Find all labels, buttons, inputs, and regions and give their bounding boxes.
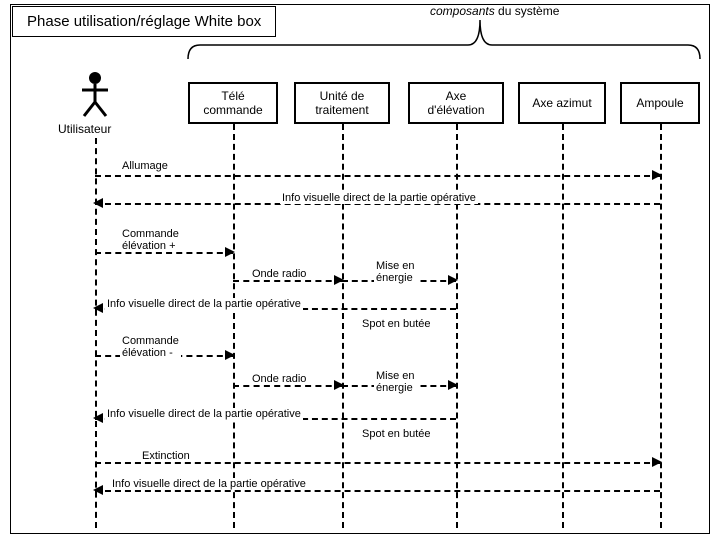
msg-label-cmd_elev_m: Commande élévation - [120,335,181,359]
participant-tele: Télé commande [188,82,278,124]
arrowhead-info1 [93,198,103,208]
participant-label: Axe d'élévation [428,89,485,118]
participant-unite: Unité de traitement [294,82,390,124]
msg-label-extinct: Extinction [140,450,192,462]
msg-line-onde1 [233,280,342,282]
subtitle-plain: du système [495,4,560,18]
lifeline-actor [95,138,97,528]
arrowhead-info4 [93,485,103,495]
msg-label-mise2: Mise en énergie [374,370,417,394]
participant-label: Ampoule [636,96,683,110]
msg-label-mise1: Mise en énergie [374,260,417,284]
arrowhead-allumage [652,170,662,180]
msg-line-info4 [95,490,660,492]
msg-line-extinct [95,462,660,464]
msg-line-allumage [95,175,660,177]
actor-label: Utilisateur [58,122,111,136]
lifeline-azimut [562,124,564,528]
msg-label-onde1: Onde radio [250,268,308,280]
participant-amp: Ampoule [620,82,700,124]
arrowhead-info3 [93,413,103,423]
msg-label-onde2: Onde radio [250,373,308,385]
lifeline-tele [233,124,235,528]
msg-label-info2: Info visuelle direct de la partie opérat… [105,298,303,310]
participant-label: Télé commande [203,89,262,118]
arrowhead-mise2 [448,380,458,390]
phase-title-box: Phase utilisation/réglage White box [12,6,276,37]
actor-icon [80,70,110,123]
arrowhead-extinct [652,457,662,467]
msg-label-spot1: Spot en butée [360,318,433,330]
arrowhead-info2 [93,303,103,313]
arrowhead-cmd_elev_m [225,350,235,360]
composants-subtitle: composants du système [430,4,559,18]
arrowhead-mise1 [448,275,458,285]
participant-azimut: Axe azimut [518,82,606,124]
msg-label-spot2: Spot en butée [360,428,433,440]
msg-label-cmd_elev_p: Commande élévation + [120,228,181,252]
subtitle-italic: composants [430,4,495,18]
phase-title: Phase utilisation/réglage White box [27,13,261,30]
msg-label-allumage: Allumage [120,160,170,172]
lifeline-amp [660,124,662,528]
lifeline-elev [456,124,458,528]
arrowhead-cmd_elev_p [225,247,235,257]
msg-label-info3: Info visuelle direct de la partie opérat… [105,408,303,420]
msg-label-info4: Info visuelle direct de la partie opérat… [110,478,308,490]
participant-label: Axe azimut [532,96,591,110]
participant-label: Unité de traitement [315,89,368,118]
lifeline-unite [342,124,344,528]
participant-elev: Axe d'élévation [408,82,504,124]
msg-label-info1: Info visuelle direct de la partie opérat… [280,192,478,204]
msg-line-onde2 [233,385,342,387]
msg-line-cmd_elev_p [95,252,233,254]
